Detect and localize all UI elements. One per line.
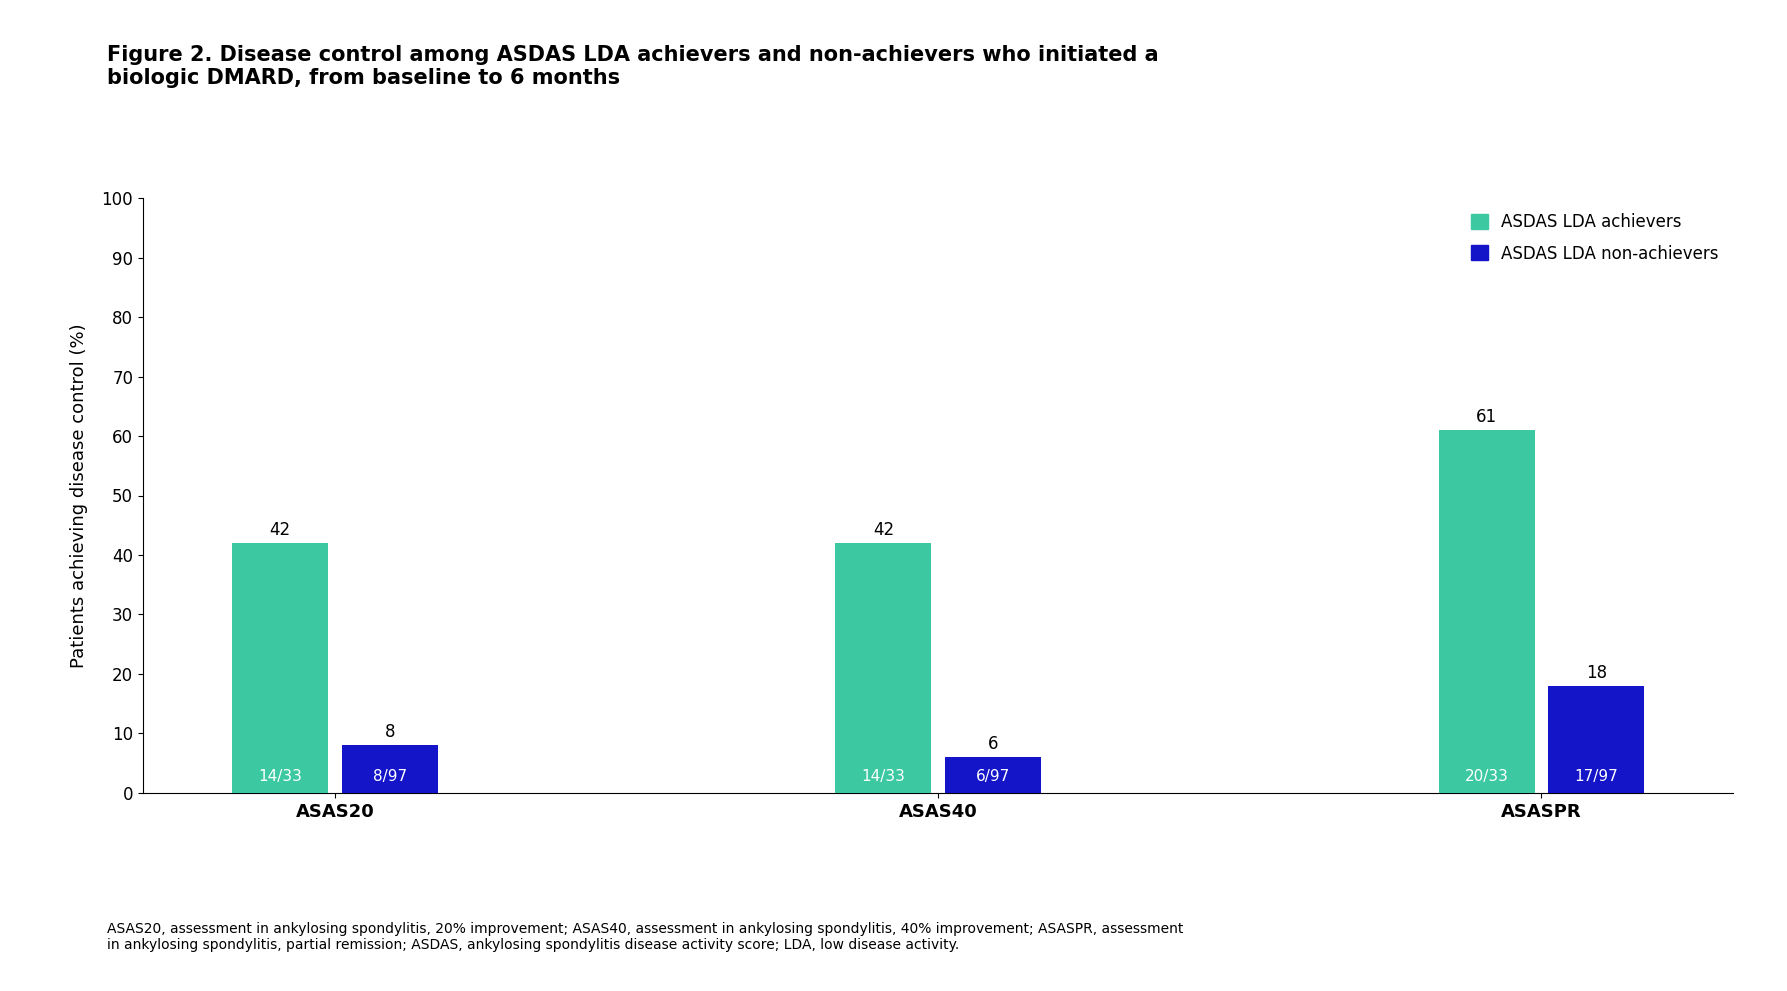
Y-axis label: Patients achieving disease control (%): Patients achieving disease control (%) (70, 323, 88, 668)
Bar (1548, 686, 1644, 793)
Text: 6: 6 (988, 735, 999, 753)
Text: 42: 42 (872, 521, 894, 539)
Text: 8: 8 (384, 723, 395, 741)
Legend: ASDAS LDA achievers, ASDAS LDA non-achievers: ASDAS LDA achievers, ASDAS LDA non-achie… (1464, 206, 1724, 270)
Text: ASAS20, assessment in ankylosing spondylitis, 20% improvement; ASAS40, assessmen: ASAS20, assessment in ankylosing spondyl… (107, 922, 1183, 951)
Text: 6/97: 6/97 (976, 769, 1010, 784)
Text: 42: 42 (270, 521, 291, 539)
Bar (835, 543, 931, 793)
Text: 18: 18 (1585, 664, 1607, 682)
Text: 8/97: 8/97 (373, 769, 407, 784)
Text: 17/97: 17/97 (1574, 769, 1619, 784)
Bar (945, 757, 1042, 793)
Text: 61: 61 (1476, 408, 1498, 426)
Text: Figure 2. Disease control among ASDAS LDA achievers and non-achievers who initia: Figure 2. Disease control among ASDAS LD… (107, 45, 1158, 88)
Text: 14/33: 14/33 (861, 769, 906, 784)
Bar (1439, 430, 1535, 793)
Bar (232, 543, 329, 793)
Bar (341, 745, 438, 793)
Text: 20/33: 20/33 (1465, 769, 1508, 784)
Text: 14/33: 14/33 (257, 769, 302, 784)
